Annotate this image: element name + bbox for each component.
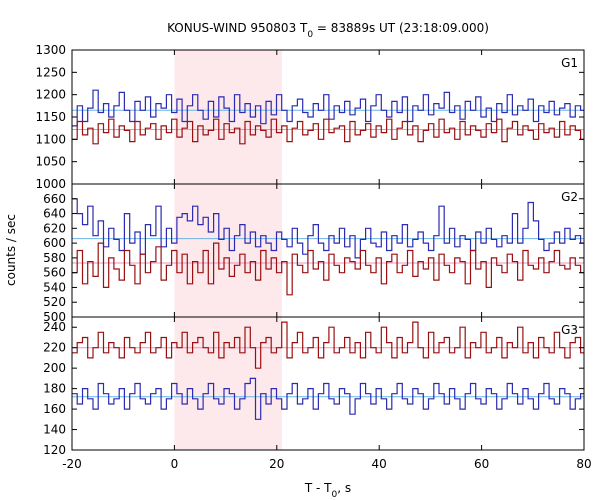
tick-layer: [71, 49, 585, 451]
y-axis-title: counts / sec: [4, 214, 18, 286]
panel-G2-series-red: [72, 242, 584, 296]
panel-label-G1: G1: [561, 56, 578, 70]
panel-G2-ytick-label: 500: [43, 310, 66, 324]
panel-G2-ytick-label: 640: [43, 207, 66, 221]
x-tick-label: 20: [269, 457, 284, 471]
panel-G3-frame: [71, 316, 585, 451]
panel-G2-ytick-label: 560: [43, 266, 66, 280]
panel-G3-series-red: [72, 321, 584, 369]
x-axis-title: T - T0, s: [304, 481, 351, 500]
chart-title: KONUS-WIND 950803 T0 = 83889s UT (23:18:…: [167, 21, 489, 40]
panel-G3-series-blue: [72, 377, 584, 420]
panel-G2-ytick-label: 580: [43, 251, 66, 265]
panel-G3-ytick-label: 140: [43, 423, 66, 437]
panel-G1-ytick-label: 1050: [35, 155, 66, 169]
panel-G2-series-blue: [72, 198, 584, 259]
panel-G1-ytick-label: 1000: [35, 177, 66, 191]
background-level-layer: [72, 109, 584, 398]
panel-G3-ytick-label: 200: [43, 361, 66, 375]
panel-label-G3: G3: [561, 323, 578, 337]
panel-G1-ytick-label: 1250: [35, 65, 66, 79]
panel-G3-ytick-label: 180: [43, 382, 66, 396]
panel-G1-ytick-label: 1200: [35, 88, 66, 102]
x-tick-label: -20: [62, 457, 82, 471]
panel-G1-frame: [71, 49, 585, 185]
panel-G2-ytick-label: 620: [43, 221, 66, 235]
panel-G2-ytick-label: 520: [43, 295, 66, 309]
panel-G2-ytick-label: 600: [43, 236, 66, 250]
x-tick-label: 60: [474, 457, 489, 471]
panel-G3-ytick-label: 120: [43, 443, 66, 457]
panel-G2-ytick-label: 660: [43, 192, 66, 206]
panel-G1-ytick-label: 1100: [35, 132, 66, 146]
x-tick-label: 0: [171, 457, 179, 471]
panel-G3-ytick-label: 240: [43, 320, 66, 334]
x-tick-label: 80: [576, 457, 591, 471]
panel-label-G2: G2: [561, 190, 578, 204]
panel-G1-series-red: [72, 118, 584, 145]
panel-G1-series-blue: [72, 89, 584, 127]
panel-G1-ytick-label: 1300: [35, 43, 66, 57]
panel-G1-ytick-label: 1150: [35, 110, 66, 124]
label-layer: 1000105011001150120012501300G15005205405…: [35, 43, 591, 471]
x-tick-label: 40: [372, 457, 387, 471]
panel-G2-ytick-label: 540: [43, 280, 66, 294]
panel-G3-ytick-label: 220: [43, 341, 66, 355]
series-layer: [72, 89, 584, 420]
panel-G3-ytick-label: 160: [43, 402, 66, 416]
